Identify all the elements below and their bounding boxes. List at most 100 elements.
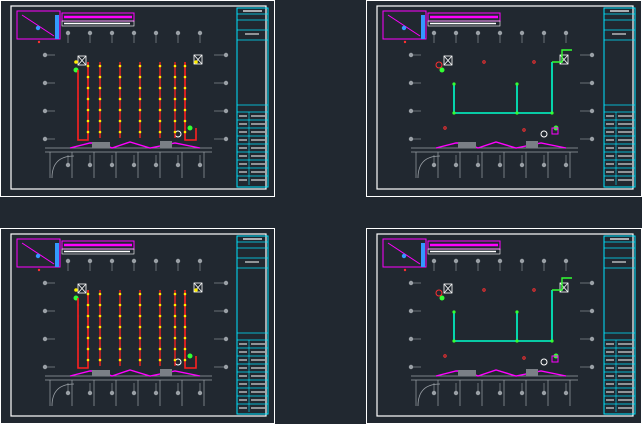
key-plan-border [382, 10, 427, 40]
valve-green [439, 295, 445, 301]
main-pipe [453, 62, 553, 114]
sheet-bottom-left[interactable] [0, 228, 275, 424]
sprinkler-system [74, 60, 198, 141]
sprinkler-head [86, 64, 90, 68]
sprinkler-head [183, 64, 187, 68]
grid-bubble-bottom [175, 390, 181, 396]
sprinkler-head [173, 130, 177, 134]
sprinkler-head [183, 108, 187, 112]
sprinkler-head [118, 97, 122, 101]
sheet-bottom-right[interactable] [366, 228, 642, 424]
valve-circle [540, 358, 548, 366]
grid-bubble-top [153, 258, 159, 264]
riser-box [443, 55, 453, 66]
sprinkler-head [173, 347, 177, 351]
grid-bubble-top [197, 258, 203, 264]
sprinkler-head [98, 108, 102, 112]
sprinkler-head [183, 336, 187, 340]
pipe-system [435, 277, 572, 363]
sheet-inner-frame [376, 5, 634, 190]
grid-bubble-top [431, 30, 437, 36]
grid-bubble-right [589, 80, 595, 86]
sprinkler-head [173, 303, 177, 307]
grid-bubble-left [408, 80, 414, 86]
ramp-curve [51, 155, 75, 179]
pipe-marker [443, 126, 447, 130]
sheet-top-right[interactable] [366, 0, 642, 197]
grid-bubble-top [563, 258, 569, 264]
sprinkler-head [183, 347, 187, 351]
sprinkler-head [118, 86, 122, 90]
sheet-outer-frame [0, 0, 275, 197]
key-plan-border [16, 238, 61, 268]
key-plan-diagonal [387, 242, 421, 265]
supply-connection [552, 277, 572, 291]
pipe-marker [443, 354, 447, 358]
sprinkler-head [183, 130, 187, 134]
grid-bubble-right [589, 136, 595, 142]
sprinkler-head [98, 303, 102, 307]
sheet-top-left[interactable] [0, 0, 275, 197]
grid-bubble-top [453, 258, 459, 264]
header-sub-box [61, 20, 135, 27]
sprinkler-head [158, 86, 162, 90]
grid-bubble-bottom [65, 162, 71, 168]
grid-bubble-left [408, 52, 414, 58]
sprinkler-head [173, 119, 177, 123]
grid-bubble-right [223, 308, 229, 314]
key-plan-diagonal [387, 14, 421, 37]
header-sub-box [427, 248, 501, 255]
key-plan-red-dot [403, 268, 407, 272]
sprinkler-main [77, 290, 89, 369]
sprinkler-head [98, 292, 102, 296]
risers [73, 282, 203, 366]
sprinkler-head [158, 292, 162, 296]
grid-bubble-left [42, 52, 48, 58]
sprinkler-head [98, 119, 102, 123]
key-plan-blue-strip [421, 15, 425, 39]
grid-bubble-right [223, 108, 229, 114]
sprinkler-head [183, 303, 187, 307]
sprinkler-head [98, 336, 102, 340]
title-block [603, 235, 636, 415]
sprinkler-head [158, 303, 162, 307]
riser-box [193, 54, 203, 65]
grid-bubble-top [453, 30, 459, 36]
sheet-outer-frame [0, 228, 275, 424]
sprinkler-head [158, 75, 162, 79]
valve-circle [540, 130, 548, 138]
grid-bubble-bottom [175, 162, 181, 168]
title-block-border [236, 7, 269, 188]
sprinkler-head [158, 336, 162, 340]
sprinkler-head [138, 325, 142, 329]
grid-bubble-bottom [131, 162, 137, 168]
pipe-node [550, 339, 554, 343]
grid-bubble-bottom [519, 162, 525, 168]
pipe-marker [522, 128, 526, 132]
equipment-block [160, 141, 172, 148]
sprinkler-head [138, 86, 142, 90]
pipe-marker [532, 288, 536, 292]
grid-bubble-right [589, 280, 595, 286]
grid-bubble-left [42, 108, 48, 114]
pipe-node [515, 310, 519, 314]
sprinkler-head [86, 97, 90, 101]
pipe-marker [522, 356, 526, 360]
grid-bubble-left [408, 280, 414, 286]
grid-bubble-bottom [519, 390, 525, 396]
sprinkler-head [86, 119, 90, 123]
pipe-node [550, 111, 554, 115]
sprinkler-head [183, 325, 187, 329]
sprinkler-head [98, 358, 102, 362]
grid-bubble-left [408, 364, 414, 370]
sprinkler-head [118, 336, 122, 340]
valve-green [187, 353, 193, 359]
grid-bubble-top [563, 30, 569, 36]
grid-bubble-right [223, 136, 229, 142]
grid-bubble-left [408, 136, 414, 142]
drawing-header [61, 240, 135, 255]
sprinkler-head [118, 347, 122, 351]
pipe-marker [532, 60, 536, 64]
sprinkler-head [86, 336, 90, 340]
